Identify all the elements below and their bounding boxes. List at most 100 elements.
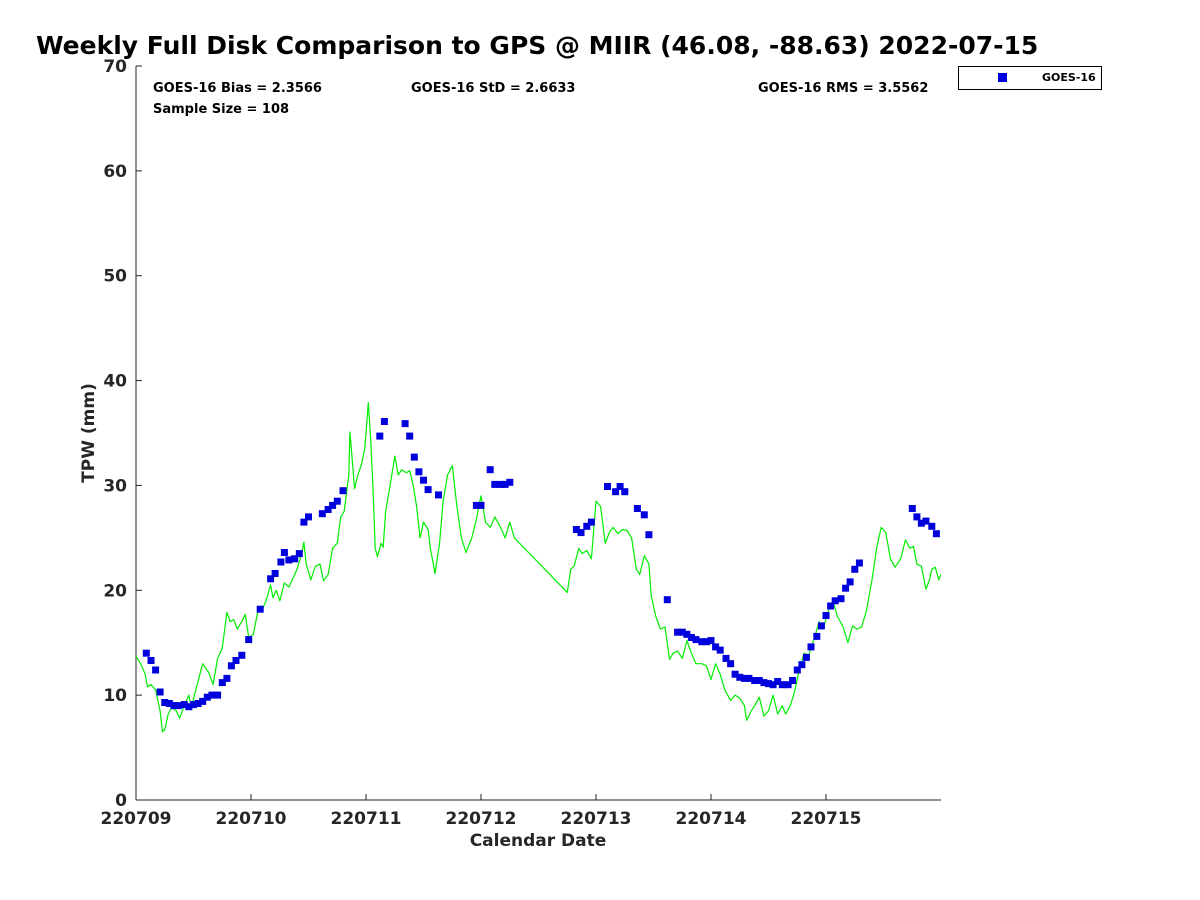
goes16-point xyxy=(156,688,164,696)
goes16-point xyxy=(280,549,288,556)
goes16-point xyxy=(908,505,916,512)
goes16-point xyxy=(778,681,786,689)
goes16-point xyxy=(678,628,686,636)
goes16-point xyxy=(760,679,768,687)
y-tick-label: 10 xyxy=(103,686,127,706)
goes16-point xyxy=(245,636,253,644)
goes16-point xyxy=(277,558,285,566)
goes16-point xyxy=(380,418,388,425)
goes16-point xyxy=(755,677,763,684)
goes16-point xyxy=(227,662,235,670)
goes16-point xyxy=(817,622,825,630)
x-tick-label: 220710 xyxy=(216,809,287,829)
goes16-point xyxy=(722,654,730,662)
goes16-point xyxy=(837,595,845,603)
goes16-point xyxy=(727,660,735,668)
goes16-point xyxy=(424,486,432,494)
goes16-point xyxy=(175,702,182,710)
goes16-point xyxy=(271,570,279,577)
goes16-point xyxy=(731,670,739,678)
y-tick-label: 20 xyxy=(103,581,127,601)
goes16-point xyxy=(420,476,427,484)
goes16-point xyxy=(784,681,792,689)
goes-points-layer xyxy=(142,418,940,711)
x-tick-label: 220714 xyxy=(676,809,747,829)
x-tick-label: 220711 xyxy=(331,809,402,829)
goes16-point xyxy=(674,628,682,636)
goes16-point xyxy=(501,480,509,488)
goes16-point xyxy=(410,453,418,461)
goes16-point xyxy=(855,559,863,567)
goes16-point xyxy=(300,518,308,526)
goes16-point xyxy=(707,637,715,645)
chart-title: Weekly Full Disk Comparison to GPS @ MII… xyxy=(36,31,1038,60)
goes16-point xyxy=(698,638,706,646)
legend: GOES-16 xyxy=(958,66,1102,90)
goes16-point xyxy=(793,666,801,674)
x-tick-label: 220715 xyxy=(791,809,862,829)
goes16-point xyxy=(692,636,700,644)
goes16-point xyxy=(572,526,580,533)
goes16-point xyxy=(702,638,710,646)
x-tick-label: 220709 xyxy=(101,809,172,829)
goes16-point xyxy=(827,602,835,610)
y-tick-label: 40 xyxy=(103,372,127,392)
stat-rms: GOES-16 RMS = 3.5562 xyxy=(758,81,928,96)
goes16-point xyxy=(645,531,653,539)
plot-area xyxy=(135,66,941,801)
goes16-point xyxy=(477,501,485,509)
goes16-point xyxy=(305,513,312,521)
y-tick-label: 70 xyxy=(103,57,127,77)
goes16-point xyxy=(928,522,936,530)
y-tick-label: 50 xyxy=(103,267,127,287)
goes16-point xyxy=(152,666,160,674)
goes16-point xyxy=(716,646,724,654)
goes16-point xyxy=(161,699,169,706)
y-axis: 0 10 20 30 40 50 60 70 xyxy=(103,57,142,811)
goes16-point xyxy=(238,651,246,659)
goes16-point xyxy=(577,529,585,537)
goes16-point xyxy=(256,605,264,613)
goes16-point xyxy=(583,522,591,530)
y-tick-label: 60 xyxy=(103,162,127,182)
goes16-point xyxy=(802,653,810,661)
goes16-point xyxy=(765,680,772,688)
goes16-point xyxy=(913,513,921,521)
goes16-point xyxy=(194,700,202,707)
goes16-point xyxy=(223,674,231,682)
goes16-point xyxy=(415,468,423,476)
goes16-point xyxy=(406,432,414,440)
goes16-point xyxy=(751,677,759,684)
goes16-point xyxy=(339,487,347,495)
x-tick-label: 220713 xyxy=(561,809,632,829)
goes16-point xyxy=(831,597,839,605)
goes16-point xyxy=(789,677,797,684)
goes16-point xyxy=(401,420,409,428)
goes16-point xyxy=(842,584,850,592)
goes16-point xyxy=(612,488,620,496)
goes16-point xyxy=(165,700,173,707)
goes16-point xyxy=(142,649,150,657)
goes16-point xyxy=(318,510,326,518)
goes16-point xyxy=(506,478,514,486)
y-tick-label: 0 xyxy=(115,791,127,811)
goes16-point xyxy=(267,575,275,583)
legend-marker xyxy=(998,73,1007,82)
y-tick-label: 30 xyxy=(103,476,127,496)
goes16-point xyxy=(604,483,611,490)
goes16-point xyxy=(491,480,499,488)
goes16-point xyxy=(486,466,494,474)
goes16-point xyxy=(769,681,777,689)
x-tick-label: 220712 xyxy=(446,809,517,829)
y-axis-label: TPW (mm) xyxy=(79,383,99,483)
goes16-point xyxy=(376,432,384,440)
goes16-point xyxy=(472,501,480,509)
goes16-point xyxy=(846,578,854,586)
goes16-point xyxy=(740,674,748,682)
stat-bias: GOES-16 Bias = 2.3566 xyxy=(153,81,322,96)
goes16-point xyxy=(621,488,629,496)
goes16-point xyxy=(208,691,216,699)
goes16-point xyxy=(497,480,505,488)
goes16-point xyxy=(745,674,753,682)
